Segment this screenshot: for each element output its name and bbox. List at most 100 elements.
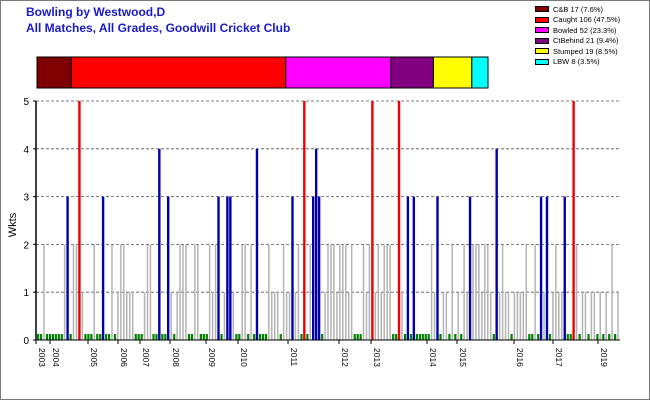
bar — [297, 244, 300, 340]
bar — [158, 148, 161, 340]
bar — [312, 196, 315, 340]
bar-zero — [602, 334, 605, 340]
bar — [208, 244, 211, 340]
bar-zero — [54, 334, 57, 340]
bar-zero — [415, 334, 418, 340]
bar — [611, 244, 613, 340]
legend-swatch — [535, 58, 549, 65]
x-year-label: 2005 — [89, 348, 99, 367]
bar-zero — [253, 334, 256, 340]
bar — [342, 244, 344, 340]
bar-zero — [261, 334, 265, 340]
bar — [543, 292, 545, 340]
bar-zero — [566, 334, 569, 340]
bar-zero — [202, 334, 205, 340]
bar — [197, 244, 199, 340]
y-axis-label: Wkts — [7, 212, 19, 237]
x-year-label: 2016 — [515, 348, 525, 367]
bar — [241, 244, 243, 340]
legend: C&B 17 (7.6%) Caught 106 (47.5%) Bowled … — [535, 4, 620, 67]
bar — [386, 244, 388, 340]
bar — [330, 244, 332, 340]
legend-label: C&B 17 (7.6%) — [553, 4, 604, 14]
legend-label: CtBehind 21 (9.4%) — [553, 36, 619, 46]
bar — [401, 292, 403, 340]
bar — [143, 292, 146, 340]
bar — [563, 196, 566, 340]
bar-zero — [39, 334, 43, 340]
bar — [271, 292, 273, 340]
legend-label: Bowled 52 (23.3%) — [553, 25, 617, 35]
bar — [336, 292, 338, 340]
legend-label: LBW 8 (3.5%) — [553, 57, 600, 67]
bar — [605, 292, 607, 340]
bar — [350, 244, 353, 340]
bar-zero — [321, 334, 324, 340]
bar-zero — [190, 334, 194, 340]
bar — [223, 292, 226, 340]
bar — [211, 292, 214, 340]
dismissal-segment-caught — [70, 56, 287, 89]
legend-swatch — [535, 37, 549, 44]
bar-zero — [356, 334, 359, 340]
bar — [475, 244, 477, 340]
bar — [93, 244, 95, 340]
y-tick-label: 0 — [23, 336, 29, 347]
bar — [371, 101, 374, 340]
bar-zero — [164, 334, 167, 340]
bar — [406, 196, 410, 340]
bar — [590, 292, 593, 340]
bar-zero — [60, 334, 63, 340]
bar-zero — [140, 334, 143, 340]
bar — [501, 244, 504, 340]
dismissal-segment-bowled — [285, 56, 392, 89]
bar-zero — [96, 334, 99, 340]
bar-zero — [108, 334, 111, 340]
bar — [170, 292, 172, 340]
bar — [617, 292, 619, 340]
y-tick-label: 4 — [23, 145, 29, 156]
bar — [507, 292, 510, 340]
bar-zero — [492, 334, 495, 340]
bar-zero — [155, 334, 158, 340]
bar — [185, 244, 187, 340]
bar-zero — [187, 334, 191, 340]
bar — [466, 292, 468, 340]
bar — [377, 244, 380, 340]
bar-zero — [37, 334, 40, 340]
legend-swatch — [535, 16, 549, 23]
bar — [561, 292, 563, 340]
bar-zero — [87, 334, 90, 340]
bar-zero — [235, 334, 238, 340]
bar — [397, 101, 401, 340]
bar — [504, 292, 507, 340]
legend-swatch — [535, 6, 549, 13]
legend-item-ctbehind: CtBehind 21 (9.4%) — [535, 36, 620, 47]
bar-zero — [548, 334, 552, 340]
bar — [314, 148, 318, 340]
bar-zero — [238, 334, 241, 340]
bar — [291, 196, 294, 340]
bar — [412, 196, 416, 340]
bar — [552, 292, 554, 340]
bar — [149, 244, 152, 340]
bar — [581, 292, 584, 340]
bar — [481, 292, 483, 340]
bar — [433, 292, 436, 340]
x-year-label: 2015 — [458, 348, 468, 367]
bar — [593, 292, 596, 340]
bar — [487, 244, 489, 340]
bar-zero — [531, 334, 534, 340]
bar — [309, 244, 311, 340]
bar — [327, 244, 329, 340]
x-year-label: 2006 — [119, 348, 129, 367]
bar — [276, 292, 279, 340]
bar-zero — [90, 334, 93, 340]
bar — [347, 292, 350, 340]
bar — [120, 244, 122, 340]
bar-zero — [569, 334, 572, 340]
bar — [128, 292, 131, 340]
bar-zero — [205, 334, 208, 340]
legend-item-bowled: Bowled 52 (23.3%) — [535, 25, 620, 36]
bar — [217, 196, 220, 340]
